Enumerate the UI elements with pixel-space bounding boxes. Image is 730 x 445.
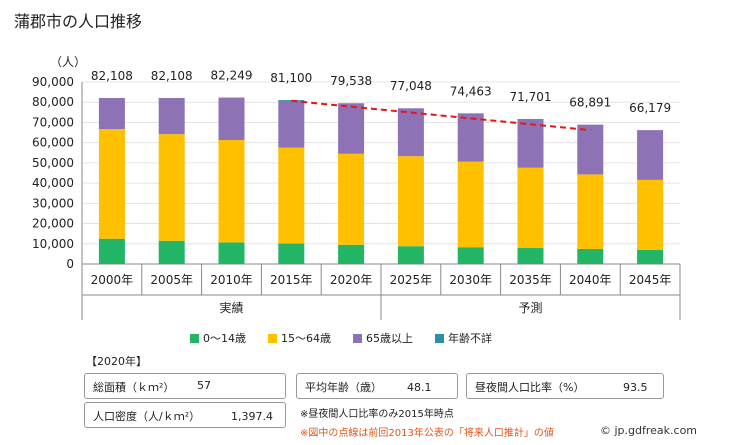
- bar-segment: [218, 97, 245, 141]
- credit: © jp.gdfreak.com: [600, 424, 698, 437]
- x-tick-label: 2045年: [629, 273, 672, 287]
- group-label: 実績: [219, 300, 243, 315]
- legend-label: 年齢不詳: [448, 332, 492, 345]
- previous-projection-line: [291, 99, 591, 132]
- legend-item-65plus: 65歳以上: [353, 330, 413, 346]
- bar-segment: [457, 247, 484, 264]
- bar-segment: [218, 242, 245, 264]
- x-tick-label: 2035年: [509, 273, 552, 287]
- area-value: 57: [197, 379, 211, 392]
- y-tick-label: 30,000: [32, 196, 74, 210]
- y-tick-label: 90,000: [32, 75, 74, 89]
- bar-segment: [278, 147, 305, 244]
- legend-item-15-64: 15〜64歳: [268, 330, 331, 346]
- density-label: 人口密度（人/ｋｍ²）: [93, 410, 201, 423]
- bar-segment: [457, 161, 484, 248]
- avg-age-value: 48.1: [407, 381, 432, 394]
- y-tick-label: 40,000: [32, 176, 74, 190]
- y-tick-label: 50,000: [32, 156, 74, 170]
- density-box: 人口密度（人/ｋｍ²） 1,397.4: [84, 402, 286, 428]
- bar-segment: [218, 140, 245, 243]
- y-tick-label: 10,000: [32, 237, 74, 251]
- note-dotted-line: ※図中の点線は前回2013年公表の「将来人口推計」の値: [300, 428, 554, 439]
- x-tick-label: 2025年: [390, 273, 433, 287]
- avg-age-label: 平均年齢（歳）: [305, 381, 382, 394]
- density-value: 1,397.4: [231, 410, 273, 423]
- population-chart: （人） 0 10,000 20,000 30,000 40,000 50,000 60,000…: [32, 55, 681, 320]
- bar-segment: [577, 124, 604, 175]
- info-year-label: 【2020年】: [86, 355, 147, 368]
- bar-total-label: 82,108: [91, 69, 133, 83]
- y-tick-label: 20,000: [32, 217, 74, 231]
- bar-total-label: 74,463: [450, 84, 492, 98]
- bar-segment: [397, 156, 424, 247]
- chart-title: 蒲郡市の人口推移: [14, 12, 143, 31]
- x-tick-label: 2020年: [330, 273, 373, 287]
- y-tick-label: 80,000: [32, 95, 74, 109]
- bar-segment: [338, 244, 365, 264]
- bar-segment: [397, 108, 424, 157]
- bar-segment: [158, 97, 185, 135]
- y-axis-unit-label: （人）: [50, 55, 86, 69]
- bar-total-label: 81,100: [270, 71, 312, 85]
- legend: 0〜14歳 15〜64歳 65歳以上 年齢不詳: [190, 330, 492, 346]
- legend-swatch: [435, 333, 444, 343]
- legend-label: 0〜14歳: [203, 332, 246, 345]
- bar-total-label: 82,249: [211, 69, 253, 83]
- bar-segment: [338, 153, 365, 245]
- day-night-label: 昼夜間人口比率（%）: [475, 381, 585, 394]
- bar-total-label: 66,179: [629, 101, 671, 115]
- bar-total-label: 68,891: [569, 96, 611, 110]
- x-tick-label: 2040年: [569, 273, 612, 287]
- bar-segment: [397, 246, 424, 264]
- legend-item-unknown: 年齢不詳: [435, 330, 492, 346]
- bar-segment: [577, 174, 604, 249]
- legend-label: 15〜64歳: [281, 332, 331, 345]
- x-tick-label: 2015年: [270, 273, 313, 287]
- bar-segment: [158, 240, 185, 264]
- bar-segment: [338, 103, 365, 154]
- avg-age-box: 平均年齢（歳） 48.1: [296, 373, 458, 399]
- legend-swatch: [268, 333, 277, 343]
- area-label: 総面積（ｋｍ²）: [93, 381, 175, 394]
- bar-segment: [158, 134, 185, 241]
- bar-total-label: 71,701: [510, 90, 552, 104]
- bar-segment: [637, 249, 664, 264]
- group-label: 予測: [518, 301, 542, 315]
- bar-segment: [278, 99, 305, 101]
- x-tick-label: 2000年: [91, 273, 134, 287]
- y-tick-label: 0: [66, 257, 74, 271]
- x-tick-label: 2005年: [150, 273, 193, 287]
- bar-segment: [637, 130, 664, 180]
- bar-segment: [98, 97, 125, 130]
- bar-segment: [577, 248, 604, 264]
- area-box: 総面積（ｋｍ²） 57: [84, 373, 286, 399]
- bar-segment: [278, 100, 305, 148]
- bar-total-label: 77,048: [390, 79, 432, 93]
- day-night-value: 93.5: [623, 381, 648, 394]
- bar-segment: [278, 243, 305, 264]
- day-night-box: 昼夜間人口比率（%） 93.5: [466, 373, 664, 399]
- legend-swatch: [353, 333, 362, 343]
- note-day-night: ※昼夜間人口比率のみ2015年時点: [300, 409, 454, 420]
- legend-label: 65歳以上: [366, 332, 413, 345]
- bar-segment: [517, 248, 544, 264]
- bar-segment: [457, 113, 484, 162]
- x-tick-label: 2010年: [210, 273, 253, 287]
- bar-total-label: 79,538: [330, 74, 372, 88]
- legend-item-0-14: 0〜14歳: [190, 330, 246, 346]
- bar-segment: [98, 238, 125, 264]
- y-tick-label: 70,000: [32, 115, 74, 129]
- bar-total-label: 82,108: [151, 69, 193, 83]
- bar-segment: [517, 119, 544, 168]
- bar-segment: [637, 179, 664, 250]
- legend-swatch: [190, 333, 199, 343]
- bar-segment: [98, 129, 125, 239]
- bar-segment: [517, 167, 544, 249]
- x-tick-label: 2030年: [449, 273, 492, 287]
- y-tick-label: 60,000: [32, 136, 74, 150]
